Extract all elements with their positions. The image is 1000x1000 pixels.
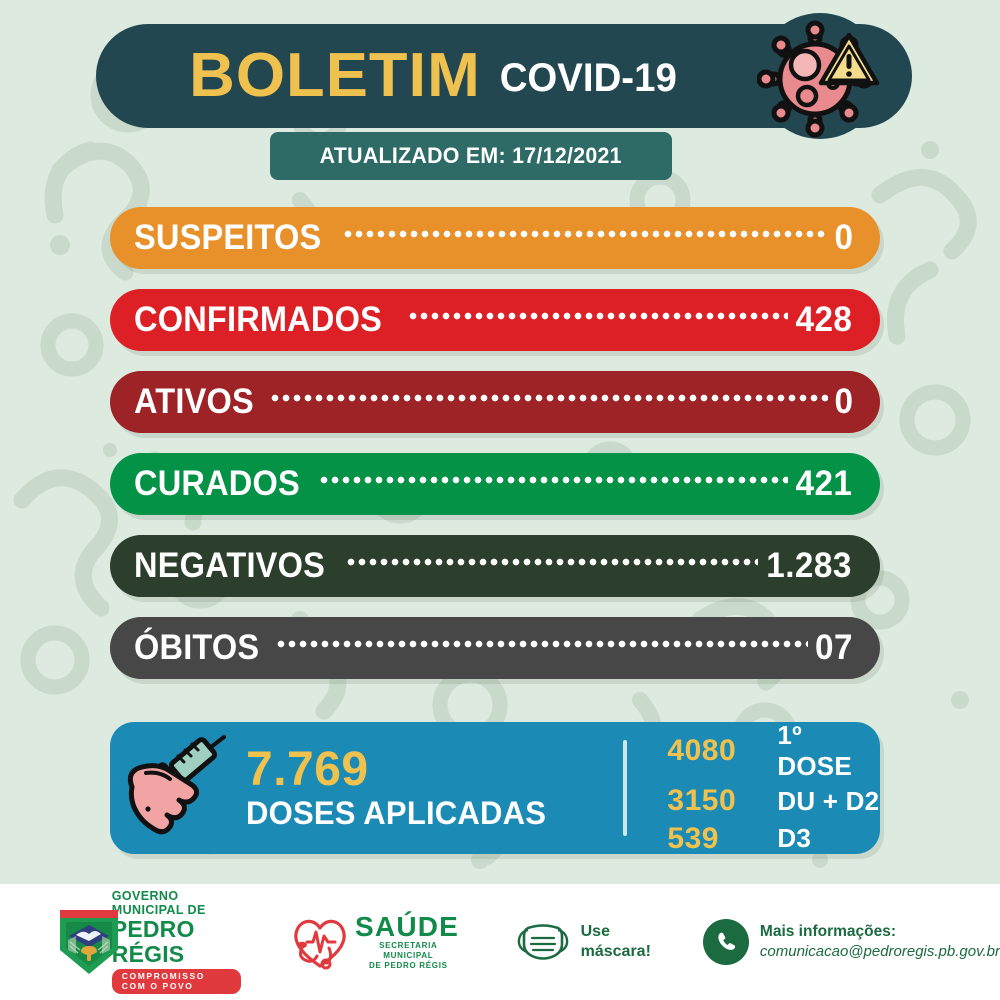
stat-value: 0 bbox=[834, 218, 854, 257]
pedro-regis-crest-icon bbox=[56, 906, 118, 978]
saude-line2: SECRETARIA MUNICIPAL bbox=[379, 941, 438, 960]
saude-line3: DE PEDRO RÉGIS bbox=[368, 961, 448, 970]
vaccination-panel: 7.769 DOSES APLICADAS 4080 1º DOSE 3150 … bbox=[110, 720, 880, 856]
pedro-regis-line1: GOVERNO MUNICIPAL DE bbox=[111, 888, 206, 917]
vaccination-total-value: 7.769 bbox=[246, 743, 369, 797]
contact-text: Mais informações: comunicacao@pedroregis… bbox=[760, 922, 1000, 962]
pedro-regis-tagline: COMPROMISSO COM O POVO bbox=[111, 968, 241, 994]
stat-row-negativos: NEGATIVOS 1.283 bbox=[110, 535, 880, 597]
footer-saude-logo: SAÚDE SECRETARIA MUNICIPAL DE PEDRO RÉGI… bbox=[289, 912, 462, 972]
stat-label: SUSPEITOS bbox=[134, 218, 322, 257]
vaccination-divider bbox=[623, 740, 628, 836]
mask-line1: Use bbox=[580, 923, 610, 940]
stat-row-suspeitos: SUSPEITOS 0 bbox=[110, 207, 880, 269]
face-mask-icon bbox=[514, 918, 572, 966]
dotted-leader bbox=[343, 230, 829, 260]
stat-row-obitos: ÓBITOS 07 bbox=[110, 617, 880, 679]
stat-label: CURADOS bbox=[134, 464, 300, 503]
dotted-leader bbox=[320, 476, 789, 506]
heart-stethoscope-icon bbox=[289, 912, 348, 972]
saude-text: SAÚDE SECRETARIA MUNICIPAL DE PEDRO RÉGI… bbox=[355, 913, 462, 971]
stat-value: 1.283 bbox=[766, 546, 852, 585]
stat-row-confirmados: CONFIRMADOS 428 bbox=[110, 289, 880, 351]
breakdown-value: 4080 bbox=[667, 733, 737, 767]
update-badge-text: ATUALIZADO EM: 17/12/2021 bbox=[319, 143, 623, 168]
saude-line1: SAÚDE bbox=[355, 911, 460, 942]
stat-label: CONFIRMADOS bbox=[134, 300, 382, 339]
coronavirus-warning-icon bbox=[757, 20, 880, 138]
contact-label: Mais informações: bbox=[759, 923, 897, 941]
stat-row-curados: CURADOS 421 bbox=[110, 453, 880, 515]
dotted-leader bbox=[408, 312, 789, 342]
contact-email: comunicacao@pedroregis.pb.gov.br bbox=[759, 943, 1000, 961]
pedro-regis-line2: PEDRO RÉGIS bbox=[111, 916, 195, 967]
dotted-leader bbox=[347, 558, 758, 588]
stat-label: ÓBITOS bbox=[134, 628, 260, 667]
breakdown-label: 1º DOSE bbox=[777, 719, 852, 781]
stat-value: 0 bbox=[834, 382, 854, 421]
stat-value: 07 bbox=[815, 628, 854, 667]
update-badge: ATUALIZADO EM: 17/12/2021 bbox=[270, 132, 672, 180]
vaccination-total-caption: DOSES APLICADAS bbox=[246, 794, 547, 831]
dotted-leader bbox=[270, 394, 829, 424]
footer: GOVERNO MUNICIPAL DE PEDRO RÉGIS COMPROM… bbox=[0, 884, 1000, 1000]
dotted-leader bbox=[276, 640, 809, 670]
vaccination-total: 7.769 DOSES APLICADAS bbox=[246, 743, 555, 831]
breakdown-label: DU + D2 bbox=[777, 785, 880, 816]
stat-row-ativos: ATIVOS 0 bbox=[110, 371, 880, 433]
stat-label: ATIVOS bbox=[134, 382, 254, 421]
header-titles: BOLETIM COVID-19 bbox=[96, 24, 776, 128]
pedro-regis-text: GOVERNO MUNICIPAL DE PEDRO RÉGIS COMPROM… bbox=[111, 888, 241, 994]
mask-text: Use máscara! bbox=[581, 922, 651, 962]
virus-badge bbox=[757, 13, 883, 139]
stat-label: NEGATIVOS bbox=[134, 546, 325, 585]
phone-icon bbox=[702, 919, 749, 965]
vaccination-breakdown: 4080 1º DOSE 3150 DU + D2 539 D3 bbox=[667, 720, 880, 856]
breakdown-value: 539 bbox=[667, 821, 719, 855]
stats-list: SUSPEITOS 0 CONFIRMADOS 428 ATIVOS 0 CUR… bbox=[110, 207, 880, 699]
mask-line2: máscara! bbox=[580, 943, 651, 960]
footer-pedro-regis-logo: GOVERNO MUNICIPAL DE PEDRO RÉGIS COMPROM… bbox=[56, 888, 241, 994]
header: BOLETIM COVID-19 bbox=[0, 0, 1000, 200]
stat-value: 428 bbox=[795, 300, 853, 339]
footer-mask-reminder: Use máscara! bbox=[514, 918, 651, 966]
stat-value: 421 bbox=[795, 464, 853, 503]
breakdown-value: 3150 bbox=[667, 784, 737, 818]
breakdown-label: D3 bbox=[777, 823, 812, 854]
page-subtitle: COVID-19 bbox=[499, 56, 677, 100]
syringe-in-hand-icon bbox=[118, 729, 236, 847]
footer-contact-info: Mais informações: comunicacao@pedroregis… bbox=[702, 919, 1000, 965]
page-title: BOLETIM bbox=[188, 41, 481, 110]
